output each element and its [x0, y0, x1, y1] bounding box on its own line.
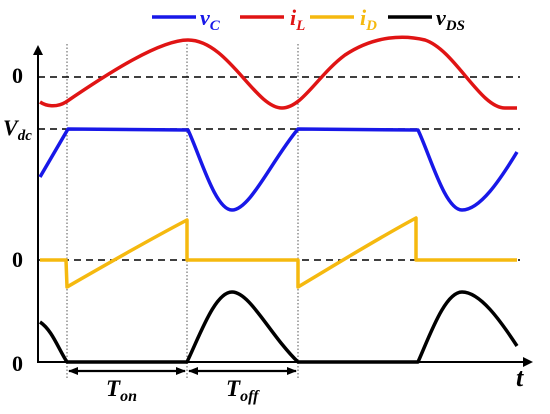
legend: vC iL iD vDS: [152, 5, 465, 34]
legend-label-id-sub: D: [365, 18, 377, 34]
legend-label-vc-base: v: [200, 5, 210, 30]
waveform-id: [40, 216, 517, 289]
level-zero-mid: 0: [12, 247, 23, 272]
ton-label-sub: on: [120, 388, 137, 405]
legend-label-vc-sub: C: [210, 18, 221, 34]
level-vdc-base: V: [3, 115, 20, 140]
waveform-il: [39, 35, 517, 110]
level-zero-top: 0: [12, 63, 23, 88]
level-vdc: Vdc: [3, 115, 32, 144]
toff-label: Toff: [226, 376, 260, 405]
ton-label-base: T: [106, 376, 121, 401]
waveform-vc: [38, 127, 519, 212]
t-axis-label: t: [516, 363, 524, 392]
legend-label-vds: vDS: [436, 5, 465, 34]
legend-label-vds-base: v: [436, 5, 446, 30]
level-zero-bottom: 0: [12, 351, 23, 376]
legend-label-vc: vC: [200, 5, 221, 34]
legend-label-id: iD: [360, 5, 377, 34]
toff-label-sub: off: [240, 388, 260, 405]
legend-label-il-sub: L: [295, 18, 305, 34]
legend-label-il-base: i: [290, 5, 297, 30]
level-vdc-sub: dc: [18, 128, 33, 144]
waveform-vds: [38, 290, 519, 364]
legend-label-id-base: i: [360, 5, 367, 30]
ton-label: Ton: [106, 376, 137, 405]
legend-label-vds-sub: DS: [445, 18, 465, 34]
toff-label-base: T: [226, 376, 241, 401]
legend-label-il: iL: [290, 5, 305, 34]
